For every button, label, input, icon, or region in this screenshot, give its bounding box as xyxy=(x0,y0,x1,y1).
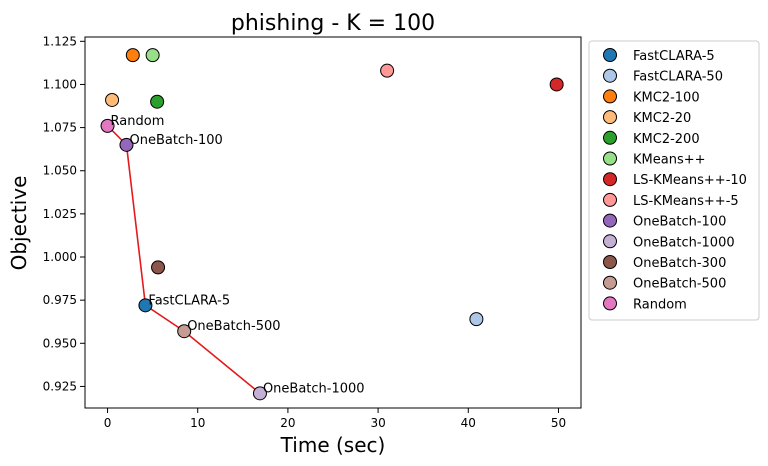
legend-label-fastclara-50: FastCLARA-50 xyxy=(633,70,723,85)
point-onebatch-500 xyxy=(177,324,192,339)
legend-marker-random xyxy=(603,296,617,311)
annotation-label: OneBatch-500 xyxy=(187,319,280,334)
legend-label-onebatch-300: OneBatch-300 xyxy=(633,256,726,271)
legend-marker-fastclara-50 xyxy=(603,68,617,83)
point-kmeans- xyxy=(145,48,160,63)
legend-marker-onebatch-1000 xyxy=(603,234,617,249)
legend-marker-ls-kmeans-5 xyxy=(603,192,617,207)
legend-marker-fastclara-5 xyxy=(603,48,617,62)
point-onebatch-300 xyxy=(151,260,166,275)
pareto-frontier-line xyxy=(106,125,261,394)
x-tick-label: 50 xyxy=(551,416,566,430)
point-kmc2-200 xyxy=(150,94,165,109)
plot-area-frame xyxy=(84,36,582,409)
x-axis-label: Time (sec) xyxy=(280,433,386,457)
x-tick-label: 0 xyxy=(104,416,112,430)
legend-label-onebatch-100: OneBatch-100 xyxy=(633,215,726,230)
y-tick-label: 1.075 xyxy=(43,121,77,135)
legend-label-onebatch-1000: OneBatch-1000 xyxy=(633,235,735,250)
point-onebatch-1000 xyxy=(252,386,267,401)
legend-label-kmeans-: KMeans++ xyxy=(633,153,706,168)
legend-marker-onebatch-300 xyxy=(603,255,617,269)
y-tick-label: 1.000 xyxy=(43,250,77,264)
point-random xyxy=(100,118,115,133)
legend-marker-kmc2-200 xyxy=(603,130,617,145)
legend-marker-kmc2-20 xyxy=(603,110,617,125)
scatter-points xyxy=(100,48,564,401)
y-tick-label: 1.025 xyxy=(43,207,77,221)
legend-label-kmc2-20: KMC2-20 xyxy=(633,111,691,126)
chart-title: phishing - K = 100 xyxy=(231,11,435,36)
legend: FastCLARA-5 FastCLARA-50 KMC2-100 KMC2-20 KM… xyxy=(588,40,760,321)
annotation-label: OneBatch-100 xyxy=(129,133,222,148)
legend-marker-onebatch-100 xyxy=(603,213,617,228)
point-ls-kmeans-10 xyxy=(549,77,564,92)
annotation-label: OneBatch-1000 xyxy=(263,381,365,396)
legend-label-fastclara-5: FastCLARA-5 xyxy=(633,49,715,64)
point-onebatch-100 xyxy=(119,137,134,152)
pareto-line xyxy=(106,125,261,394)
legend-label-kmc2-100: KMC2-100 xyxy=(633,90,700,105)
y-tick-label: 1.050 xyxy=(43,164,77,178)
axis-ticks: 0 10 20 30 40 50 0.925 0.950 0.975 1.000 1.025 1.05… xyxy=(43,34,566,430)
y-tick-label: 0.950 xyxy=(43,336,77,350)
y-tick-label: 0.925 xyxy=(43,379,77,393)
x-tick-label: 40 xyxy=(461,416,476,430)
legend-label-ls-kmeans-10: LS-KMeans++-10 xyxy=(633,173,747,188)
point-ls-kmeans-5 xyxy=(380,63,395,78)
point-fastclara-5 xyxy=(138,298,153,313)
legend-label-kmc2-200: KMC2-200 xyxy=(633,132,700,147)
legend-label-random: Random xyxy=(633,297,687,312)
legend-label-ls-kmeans-5: LS-KMeans++-5 xyxy=(633,194,739,209)
legend-marker-ls-kmeans-10 xyxy=(603,172,617,187)
x-tick-label: 30 xyxy=(370,416,385,430)
x-tick-label: 10 xyxy=(190,416,205,430)
point-kmc2-100 xyxy=(125,48,140,63)
y-tick-label: 1.125 xyxy=(43,34,77,48)
legend-marker-kmeans- xyxy=(603,151,617,166)
y-tick-label: 1.100 xyxy=(43,77,77,91)
annotation-label: Random xyxy=(111,114,165,129)
legend-box xyxy=(588,40,760,321)
legend-label-onebatch-500: OneBatch-500 xyxy=(633,277,726,292)
legend-marker-kmc2-100 xyxy=(603,89,617,104)
y-tick-label: 0.975 xyxy=(43,293,77,307)
y-axis-label: Objective xyxy=(7,176,31,271)
point-fastclara-50 xyxy=(469,312,484,327)
point-annotations: Random OneBatch-100 FastCLARA-5 OneBatch-50… xyxy=(111,114,365,396)
x-tick-label: 20 xyxy=(280,416,295,430)
annotation-label: FastCLARA-5 xyxy=(148,293,230,308)
point-kmc2-20 xyxy=(105,92,120,107)
legend-marker-onebatch-500 xyxy=(603,275,617,290)
